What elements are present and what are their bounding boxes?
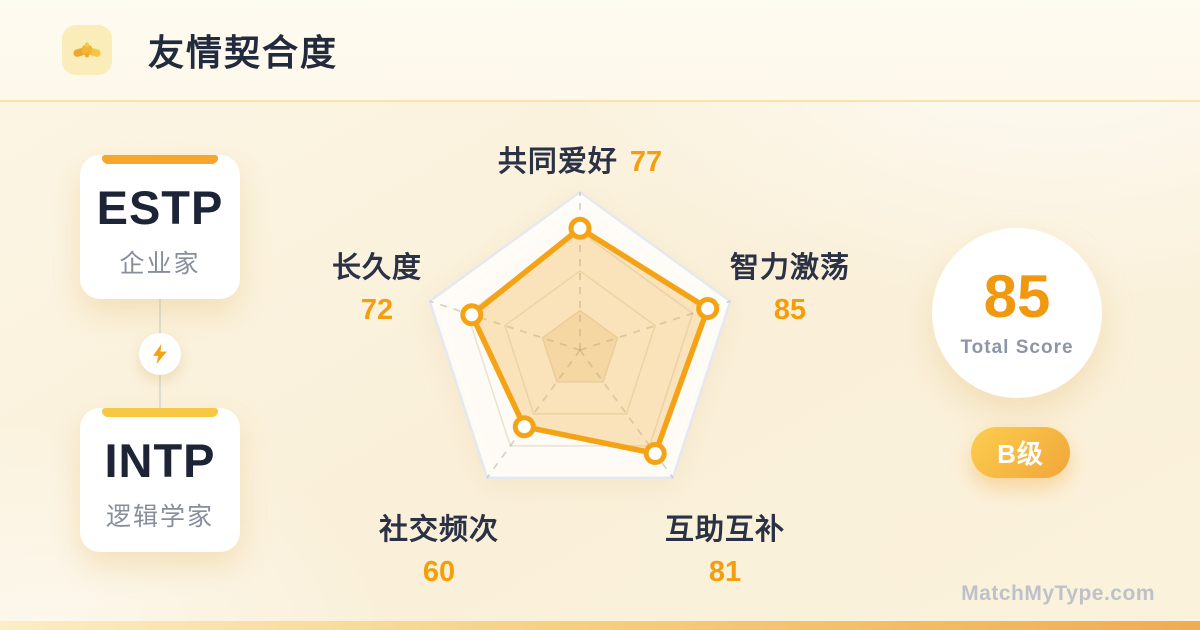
- axis-value: 72: [360, 294, 394, 326]
- type-card-intp: INTP 逻辑学家: [80, 408, 240, 552]
- axis-label: 互助互补: [664, 514, 785, 546]
- total-score-label: Total Score: [960, 337, 1074, 358]
- axis-common-hobbies: 共同爱好 77: [448, 138, 712, 180]
- axis-label: 智力激荡: [729, 252, 850, 284]
- axis-label: 共同爱好: [497, 146, 618, 178]
- bottom-accent-strip: [0, 621, 1200, 630]
- page-title: 友情契合度: [148, 32, 339, 73]
- type-card-accent-bar: [102, 408, 218, 417]
- header-bar: 友情契合度: [0, 0, 1200, 102]
- handshake-icon: [62, 25, 112, 75]
- radar-chart: [428, 190, 732, 480]
- axis-value: 77: [629, 146, 663, 178]
- axis-value: 81: [708, 556, 742, 588]
- axis-social-frequency: 社交频次 60: [354, 506, 524, 589]
- type-name: 逻辑学家: [105, 502, 214, 531]
- watermark: MatchMyType.com: [961, 582, 1155, 605]
- total-score-circle: 85 Total Score: [932, 228, 1102, 398]
- type-code: ESTP: [96, 181, 224, 235]
- lightning-icon: [139, 333, 181, 375]
- total-score-value: 85: [983, 263, 1051, 330]
- axis-mutual-support: 互助互补 81: [640, 506, 810, 589]
- axis-label: 长久度: [331, 252, 422, 284]
- axis-value: 85: [773, 294, 807, 326]
- axis-value: 60: [422, 556, 456, 588]
- type-card-estp: ESTP 企业家: [80, 155, 240, 299]
- axis-intellectual-spark: 智力激荡 85: [705, 244, 875, 327]
- type-name: 企业家: [119, 249, 201, 278]
- type-code: INTP: [104, 434, 216, 488]
- axis-label: 社交频次: [378, 514, 499, 546]
- grade-badge: B级: [971, 427, 1070, 478]
- axis-longevity: 长久度 72: [292, 244, 462, 327]
- type-card-accent-bar: [102, 155, 218, 164]
